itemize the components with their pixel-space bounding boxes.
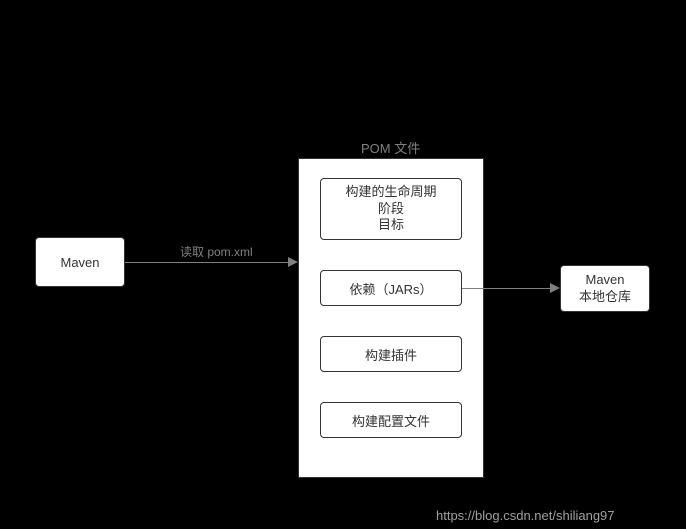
- profiles-node: 构建配置文件: [320, 402, 462, 438]
- deps-label: 依赖（JARs）: [349, 279, 432, 298]
- profiles-label: 构建配置文件: [352, 411, 430, 430]
- edge-to-repo-head: [550, 283, 560, 293]
- pom-title: POM 文件: [361, 138, 420, 157]
- plugins-node: 构建插件: [320, 336, 462, 372]
- lifecycle-line3: 目标: [378, 217, 404, 234]
- plugins-label: 构建插件: [365, 345, 417, 364]
- deps-node: 依赖（JARs）: [320, 270, 462, 306]
- edge-read-pom: [125, 262, 288, 263]
- lifecycle-line2: 阶段: [378, 201, 404, 218]
- lifecycle-node: 构建的生命周期 阶段 目标: [320, 178, 462, 240]
- lifecycle-line1: 构建的生命周期: [345, 184, 436, 201]
- repo-line2: 本地仓库: [579, 289, 631, 306]
- maven-label: Maven: [60, 255, 99, 270]
- repo-line1: Maven: [585, 272, 624, 289]
- maven-node: Maven: [35, 237, 125, 287]
- edge-read-pom-label: 读取 pom.xml: [180, 243, 253, 260]
- repo-node: Maven 本地仓库: [560, 265, 650, 312]
- edge-to-repo: [462, 288, 550, 289]
- watermark: https://blog.csdn.net/shiliang97: [436, 508, 615, 523]
- edge-read-pom-head: [288, 257, 298, 267]
